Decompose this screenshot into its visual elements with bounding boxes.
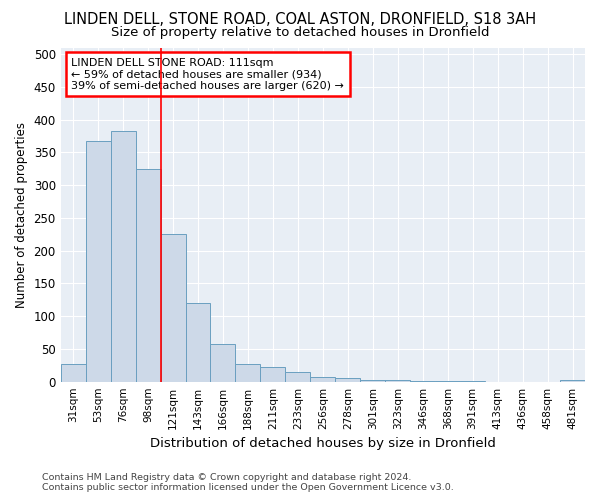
- Bar: [410, 381, 435, 382]
- Text: Size of property relative to detached houses in Dronfield: Size of property relative to detached ho…: [111, 26, 489, 39]
- Bar: [260, 368, 286, 382]
- Bar: [110, 130, 136, 382]
- Bar: [560, 380, 585, 382]
- Text: LINDEN DELL STONE ROAD: 111sqm
← 59% of detached houses are smaller (934)
39% of: LINDEN DELL STONE ROAD: 111sqm ← 59% of …: [71, 58, 344, 90]
- Text: Contains HM Land Registry data © Crown copyright and database right 2024.
Contai: Contains HM Land Registry data © Crown c…: [42, 473, 454, 492]
- Bar: [211, 344, 235, 382]
- Bar: [136, 168, 161, 382]
- Bar: [161, 234, 185, 382]
- Text: LINDEN DELL, STONE ROAD, COAL ASTON, DRONFIELD, S18 3AH: LINDEN DELL, STONE ROAD, COAL ASTON, DRO…: [64, 12, 536, 28]
- Bar: [360, 380, 385, 382]
- Bar: [460, 381, 485, 382]
- Bar: [385, 380, 410, 382]
- Bar: [435, 381, 460, 382]
- Bar: [310, 377, 335, 382]
- Bar: [286, 372, 310, 382]
- Bar: [335, 378, 360, 382]
- Y-axis label: Number of detached properties: Number of detached properties: [15, 122, 28, 308]
- Bar: [61, 364, 86, 382]
- X-axis label: Distribution of detached houses by size in Dronfield: Distribution of detached houses by size …: [150, 437, 496, 450]
- Bar: [86, 140, 110, 382]
- Bar: [235, 364, 260, 382]
- Bar: [185, 303, 211, 382]
